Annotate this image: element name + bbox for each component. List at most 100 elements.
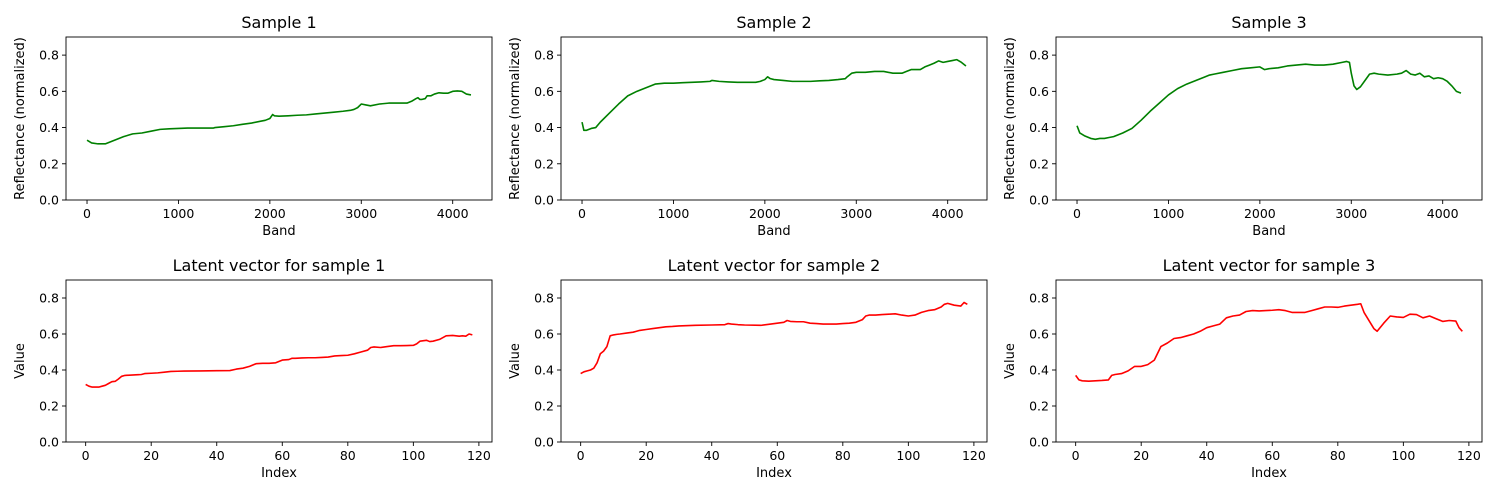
x-tick-label: 2000 xyxy=(749,206,781,221)
y-tick-label: 0.8 xyxy=(534,48,554,63)
series-line xyxy=(85,333,473,388)
x-tick-label: 40 xyxy=(1199,448,1215,463)
subplot-title: Sample 1 xyxy=(241,13,316,32)
y-tick-label: 0.2 xyxy=(1029,156,1049,171)
x-tick-label: 0 xyxy=(1072,448,1080,463)
x-tick-label: 80 xyxy=(1330,448,1346,463)
y-axis-label: Value xyxy=(13,343,28,379)
x-tick-label: 80 xyxy=(835,448,851,463)
x-tick-label: 60 xyxy=(274,448,290,463)
y-tick-label: 0.6 xyxy=(534,84,554,99)
y-axis-label: Value xyxy=(1003,343,1018,379)
y-tick-label: 0.2 xyxy=(534,399,554,414)
y-tick-label: 0.4 xyxy=(534,363,554,378)
axes-frame xyxy=(1055,36,1483,201)
x-tick-label: 0 xyxy=(578,206,586,221)
y-tick-label: 0.8 xyxy=(1029,291,1049,306)
x-tick-label: 100 xyxy=(401,448,425,463)
subplot-3: 0 1000 2000 3000 4000 0.0 0.2 0.4 0.6 0.8 Sample 3… xyxy=(1003,13,1483,239)
y-tick-label: 0.0 xyxy=(1029,435,1049,450)
y-axis-label: Value xyxy=(508,343,523,379)
x-tick-label: 1000 xyxy=(1153,206,1185,221)
axes-frame xyxy=(560,279,988,443)
subplot-6: 0 20 40 60 80 100 120 0.0 0.2 0.4 0.6 0.8 Latent vec… xyxy=(1003,256,1483,481)
x-tick-label: 3000 xyxy=(840,206,872,221)
y-tick-label: 0.0 xyxy=(39,435,59,450)
x-tick-label: 1000 xyxy=(658,206,690,221)
x-tick-label: 40 xyxy=(704,448,720,463)
subplot-4: 0 20 40 60 80 100 120 0.0 0.2 0.4 0.6 0.8 Latent vec… xyxy=(13,256,493,481)
x-tick-label: 100 xyxy=(1391,448,1415,463)
x-tick-label: 2000 xyxy=(1244,206,1276,221)
x-tick-label: 100 xyxy=(896,448,920,463)
x-tick-label: 120 xyxy=(1457,448,1481,463)
y-tick-label: 0.8 xyxy=(39,48,59,63)
subplot-5: 0 20 40 60 80 100 120 0.0 0.2 0.4 0.6 0.8 Latent vec… xyxy=(508,256,988,481)
x-tick-label: 20 xyxy=(638,448,654,463)
y-tick-label: 0.0 xyxy=(39,193,59,208)
x-axis-label: Band xyxy=(262,224,295,239)
subplot-2: 0 1000 2000 3000 4000 0.0 0.2 0.4 0.6 0.8 Sample 2… xyxy=(508,13,988,239)
x-tick-label: 20 xyxy=(1133,448,1149,463)
subplot-title: Sample 2 xyxy=(736,13,811,32)
y-tick-label: 0.0 xyxy=(1029,193,1049,208)
x-axis-label: Index xyxy=(756,466,792,481)
series-line xyxy=(581,58,967,132)
x-axis-label: Band xyxy=(1252,224,1285,239)
y-axis-label: Reflectance (normalized) xyxy=(1003,37,1018,200)
x-axis-label: Index xyxy=(1251,466,1287,481)
axes-frame xyxy=(560,36,988,201)
x-tick-label: 120 xyxy=(467,448,491,463)
y-tick-label: 0.8 xyxy=(534,291,554,306)
x-tick-label: 0 xyxy=(1073,206,1081,221)
subplot-title: Latent vector for sample 3 xyxy=(1163,256,1376,275)
y-tick-label: 0.4 xyxy=(1029,120,1049,135)
subplot-title: Latent vector for sample 1 xyxy=(173,256,386,275)
y-tick-label: 0.6 xyxy=(1029,84,1049,99)
x-axis-label: Band xyxy=(757,224,790,239)
y-tick-label: 0.4 xyxy=(39,120,59,135)
y-tick-label: 0.4 xyxy=(534,120,554,135)
x-tick-label: 0 xyxy=(577,448,585,463)
x-tick-label: 60 xyxy=(1264,448,1280,463)
y-axis-label: Reflectance (normalized) xyxy=(13,37,28,200)
x-tick-label: 4000 xyxy=(1427,206,1459,221)
y-tick-label: 0.8 xyxy=(1029,48,1049,63)
x-tick-label: 80 xyxy=(340,448,356,463)
x-tick-label: 4000 xyxy=(437,206,469,221)
x-tick-label: 0 xyxy=(83,206,91,221)
axes-frame xyxy=(1055,279,1483,443)
subplot-title: Sample 3 xyxy=(1231,13,1306,32)
x-tick-label: 60 xyxy=(769,448,785,463)
y-axis-label: Reflectance (normalized) xyxy=(508,37,523,200)
y-tick-label: 0.2 xyxy=(39,399,59,414)
y-tick-label: 0.6 xyxy=(39,84,59,99)
x-tick-label: 120 xyxy=(962,448,986,463)
y-tick-label: 0.4 xyxy=(1029,363,1049,378)
x-tick-label: 4000 xyxy=(932,206,964,221)
x-axis-label: Index xyxy=(261,466,297,481)
series-line xyxy=(580,301,968,375)
axes-frame xyxy=(65,36,493,201)
axes-frame xyxy=(65,279,493,443)
x-tick-label: 20 xyxy=(143,448,159,463)
x-tick-label: 3000 xyxy=(345,206,377,221)
y-tick-label: 0.8 xyxy=(39,291,59,306)
series-line xyxy=(1075,302,1463,382)
x-tick-label: 2000 xyxy=(254,206,286,221)
y-tick-label: 0.6 xyxy=(39,327,59,342)
x-tick-label: 3000 xyxy=(1335,206,1367,221)
subplot-1: 0 1000 2000 3000 4000 0.0 0.2 0.4 0.6 0.8 Sample 1… xyxy=(13,13,493,239)
y-tick-label: 0.6 xyxy=(1029,327,1049,342)
x-tick-label: 40 xyxy=(209,448,225,463)
x-tick-label: 1000 xyxy=(163,206,195,221)
y-tick-label: 0.2 xyxy=(534,156,554,171)
y-tick-label: 0.0 xyxy=(534,193,554,208)
series-line xyxy=(86,90,472,145)
series-line xyxy=(1076,60,1462,141)
x-tick-label: 0 xyxy=(82,448,90,463)
y-tick-label: 0.2 xyxy=(1029,399,1049,414)
y-tick-label: 0.4 xyxy=(39,363,59,378)
y-tick-label: 0.6 xyxy=(534,327,554,342)
